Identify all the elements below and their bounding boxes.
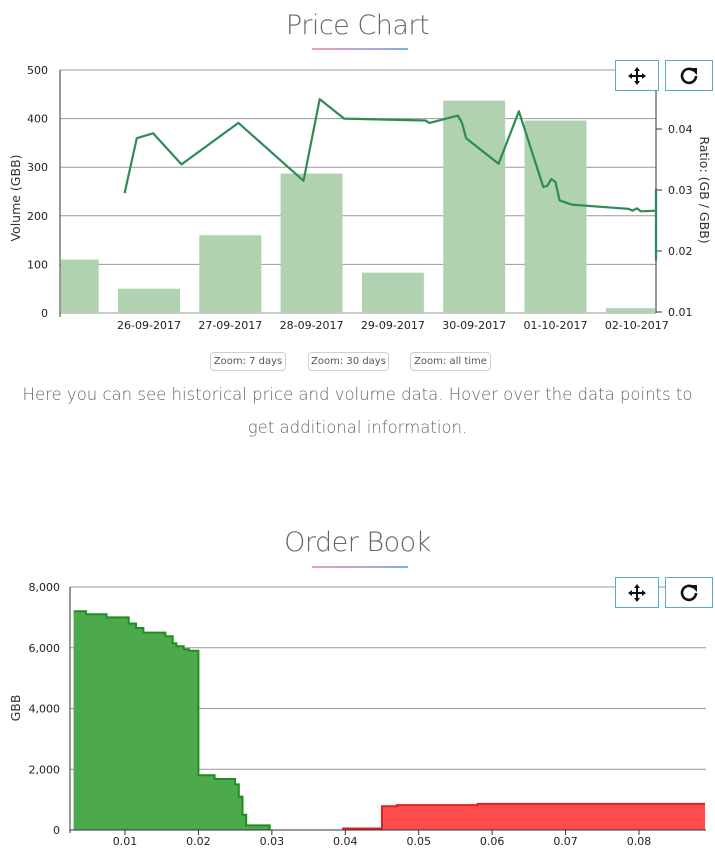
pan-button[interactable] (615, 577, 659, 608)
reset-icon (680, 67, 698, 84)
x-tick-label: 28-09-2017 (280, 319, 344, 332)
asks-area (343, 803, 706, 830)
y-tick-label: 2,000 (29, 763, 61, 776)
volume-bar (118, 288, 180, 313)
y2-tick-label: 0.03 (668, 184, 693, 197)
volume-bar (361, 272, 424, 313)
x-tick-label: 27-09-2017 (198, 319, 262, 332)
x-tick-label: 0.04 (333, 835, 358, 848)
x-tick-label: 0.02 (186, 835, 211, 848)
y2-tick-label: 0.01 (668, 306, 693, 319)
y2-tick-label: 0.02 (668, 245, 693, 258)
x-tick-label: 30-09-2017 (442, 319, 506, 332)
pan-button[interactable] (615, 60, 659, 91)
bids-area (73, 611, 270, 830)
reset-icon (680, 584, 698, 601)
asks-line (342, 802, 706, 830)
price-chart-description: Here you can see historical price and vo… (22, 385, 693, 437)
ratio-line (123, 97, 658, 262)
x-tick-label: 0.08 (627, 835, 652, 848)
x-tick-label: 0.06 (480, 835, 505, 848)
y-tick-label: 500 (27, 64, 48, 77)
y-axis-title: Volume (GBB) (8, 154, 23, 241)
y-tick-label: 0 (41, 307, 48, 320)
volume-bar (443, 100, 506, 313)
pan-icon (628, 66, 646, 85)
y-tick-label: 400 (27, 113, 48, 126)
order-book-chart[interactable]: 0 2,000 4,000 6,000 8,000 0.01 0.02 0.03 0.04 0.0… (0, 575, 715, 858)
price-chart-title: Price Chart (285, 10, 430, 41)
y-tick-label: 100 (27, 258, 48, 271)
bids-line (73, 610, 271, 830)
x-tick-label: 0.01 (113, 835, 138, 848)
volume-bar (61, 259, 99, 313)
volume-bar (199, 235, 262, 313)
order-book-title: Order Book (284, 527, 431, 558)
x-tick-label: 26-09-2017 (117, 319, 181, 332)
volume-bar (524, 120, 587, 313)
zoom-7-days-button[interactable]: Zoom: 7 days (210, 352, 286, 371)
y-tick-label: 4,000 (29, 703, 61, 716)
x-tick-label: 0.07 (553, 835, 578, 848)
x-tick-label: 02-10-2017 (605, 319, 669, 332)
y-tick-label: 300 (27, 161, 48, 174)
y-tick-label: 8,000 (29, 581, 61, 594)
y2-tick-label: 0.04 (668, 123, 693, 136)
y-tick-label: 0 (53, 824, 60, 837)
x-tick-label: 0.03 (260, 835, 285, 848)
reset-button[interactable] (665, 577, 713, 608)
price-chart-title-underline (312, 48, 408, 50)
zoom-all-time-button[interactable]: Zoom: all time (410, 352, 491, 371)
reset-button[interactable] (665, 60, 713, 91)
y-tick-label: 200 (27, 210, 48, 223)
y-tick-label: 6,000 (29, 642, 61, 655)
price-chart[interactable]: 0 100 200 300 400 500 26-09-2017 27-09-2017 28-0… (0, 55, 715, 345)
volume-bar (280, 173, 343, 313)
x-tick-label: 29-09-2017 (361, 319, 425, 332)
zoom-30-days-button[interactable]: Zoom: 30 days (308, 352, 389, 371)
x-tick-label: 01-10-2017 (524, 319, 588, 332)
x-tick-label: 0.05 (406, 835, 431, 848)
pan-icon (628, 583, 646, 602)
volume-bar (605, 308, 655, 313)
y-axis-title: GBB (8, 695, 23, 722)
order-book-title-underline (312, 566, 408, 568)
y2-axis-title: Ratio: (GB / GBB) (697, 136, 712, 243)
